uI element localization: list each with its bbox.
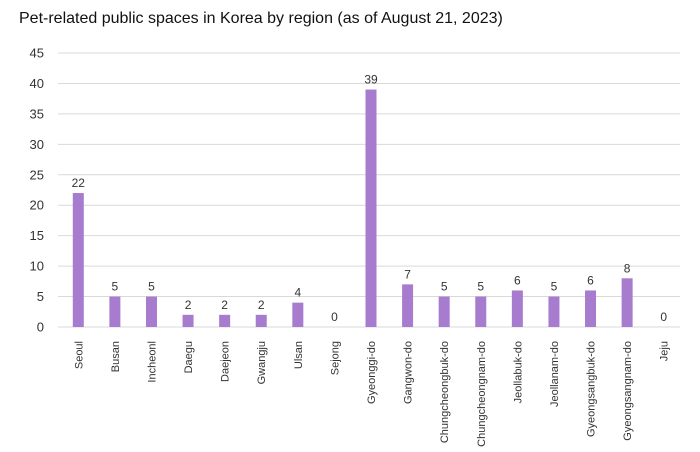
category-label: Ulsan bbox=[293, 341, 305, 369]
data-label: 5 bbox=[441, 280, 448, 294]
category-label: Gyeongsangbuk-do bbox=[586, 341, 598, 437]
y-axis-tick-labels: 0 5 10 15 20 25 30 35 40 45 bbox=[30, 46, 44, 335]
bar bbox=[182, 314, 194, 327]
data-label: 5 bbox=[112, 280, 119, 294]
category-label: Chungcheongnam-do bbox=[476, 341, 488, 447]
data-label: 5 bbox=[477, 280, 484, 294]
y-tick-label: 25 bbox=[30, 167, 44, 182]
category-label: Chungcheongbuk-do bbox=[439, 341, 451, 443]
y-tick-label: 15 bbox=[30, 228, 44, 243]
data-label: 2 bbox=[258, 298, 265, 312]
category-label: Incheonl bbox=[146, 341, 158, 383]
y-tick-label: 5 bbox=[37, 289, 44, 304]
category-label: Gyeongsangnam-do bbox=[622, 341, 634, 441]
x-axis-category-labels: Seoul Busan Incheonl Daegu Daejeon Gwangju Uls… bbox=[73, 341, 670, 447]
category-label: Daegu bbox=[183, 341, 195, 373]
data-label: 2 bbox=[221, 298, 228, 312]
y-tick-label: 10 bbox=[30, 259, 44, 274]
y-tick-label: 30 bbox=[30, 137, 44, 152]
y-tick-label: 0 bbox=[37, 320, 44, 335]
data-label: 5 bbox=[551, 280, 558, 294]
bar bbox=[585, 290, 597, 327]
bar bbox=[511, 290, 523, 327]
data-label: 5 bbox=[148, 280, 155, 294]
data-label: 7 bbox=[404, 267, 411, 281]
bar bbox=[145, 296, 157, 327]
bar bbox=[219, 314, 231, 327]
category-label: Jeju bbox=[659, 341, 671, 361]
y-tick-label: 45 bbox=[30, 46, 44, 61]
category-label: Sejong bbox=[329, 341, 341, 375]
data-label: 4 bbox=[294, 286, 301, 300]
data-label: 8 bbox=[624, 261, 631, 275]
data-label: 22 bbox=[72, 176, 86, 190]
data-label: 2 bbox=[185, 298, 192, 312]
category-label: Jeollanam-do bbox=[549, 341, 561, 407]
data-label: 0 bbox=[660, 310, 667, 324]
y-tick-label: 35 bbox=[30, 106, 44, 121]
y-tick-label: 40 bbox=[30, 76, 44, 91]
data-label: 6 bbox=[514, 273, 521, 287]
data-label: 39 bbox=[364, 73, 378, 87]
category-label: Gangwon-do bbox=[403, 341, 415, 404]
bar bbox=[255, 314, 267, 327]
bar bbox=[292, 302, 304, 327]
bar bbox=[475, 296, 487, 327]
bar bbox=[72, 193, 84, 327]
category-label: Seoul bbox=[73, 341, 85, 369]
category-label: Gyeonggi-do bbox=[366, 341, 378, 404]
y-tick-label: 20 bbox=[30, 198, 44, 213]
data-label: 0 bbox=[331, 310, 338, 324]
bar bbox=[365, 89, 377, 328]
data-label: 6 bbox=[587, 273, 594, 287]
category-label: Jeollabuk-do bbox=[512, 341, 524, 403]
category-label: Daejeon bbox=[220, 341, 232, 382]
chart-title: Pet-related public spaces in Korea by re… bbox=[19, 10, 503, 27]
category-label: Gwangju bbox=[256, 341, 268, 384]
bar bbox=[621, 278, 633, 327]
category-label: Busan bbox=[110, 341, 122, 372]
bar bbox=[548, 296, 560, 327]
bar bbox=[438, 296, 450, 327]
bar bbox=[402, 284, 414, 327]
bar bbox=[109, 296, 121, 327]
bars bbox=[72, 89, 633, 328]
